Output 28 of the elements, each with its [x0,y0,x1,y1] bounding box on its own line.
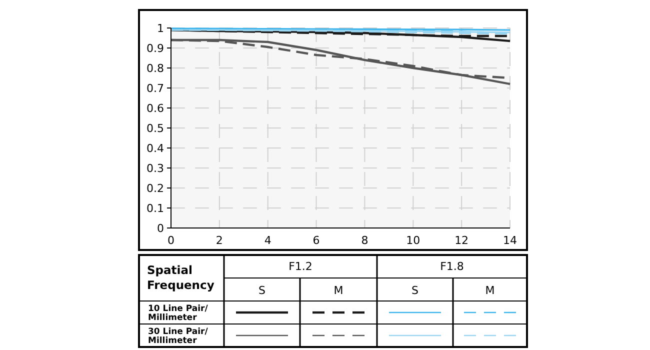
y-tick-label: 0.6 [146,102,164,115]
text: S [412,284,419,297]
y-tick-label: 0.7 [146,82,164,95]
x-tick-label: 6 [312,234,320,247]
y-tick-label: 0 [157,222,164,235]
y-tick-label: 0.9 [146,42,164,55]
y-tick-label: 0.3 [146,162,164,175]
y-tick-label: 1 [157,22,164,35]
y-tick-label: 0.4 [146,142,164,155]
text: F1.8 [440,260,464,273]
y-tick-label: 0.1 [146,202,164,215]
x-tick-label: 0 [168,234,174,247]
x-tick-label: 4 [264,234,272,247]
text: 10 Line Pair/ Millimeter [148,304,209,323]
text: M [485,284,495,297]
y-tick-label: 0.5 [146,122,164,135]
y-tick-label: 0.2 [146,182,164,195]
y-tick-label: 0.8 [146,62,164,75]
x-tick-label: 8 [361,234,368,247]
text: F1.2 [288,260,312,273]
text: 30 Line Pair/ Millimeter [148,327,209,346]
text: Spatial Frequency [147,263,215,292]
x-tick-label: 14 [503,234,517,247]
x-tick-label: 2 [216,234,223,247]
x-tick-label: 12 [454,234,469,247]
text: M [334,284,344,297]
text: S [258,284,266,297]
x-tick-label: 10 [406,234,420,247]
